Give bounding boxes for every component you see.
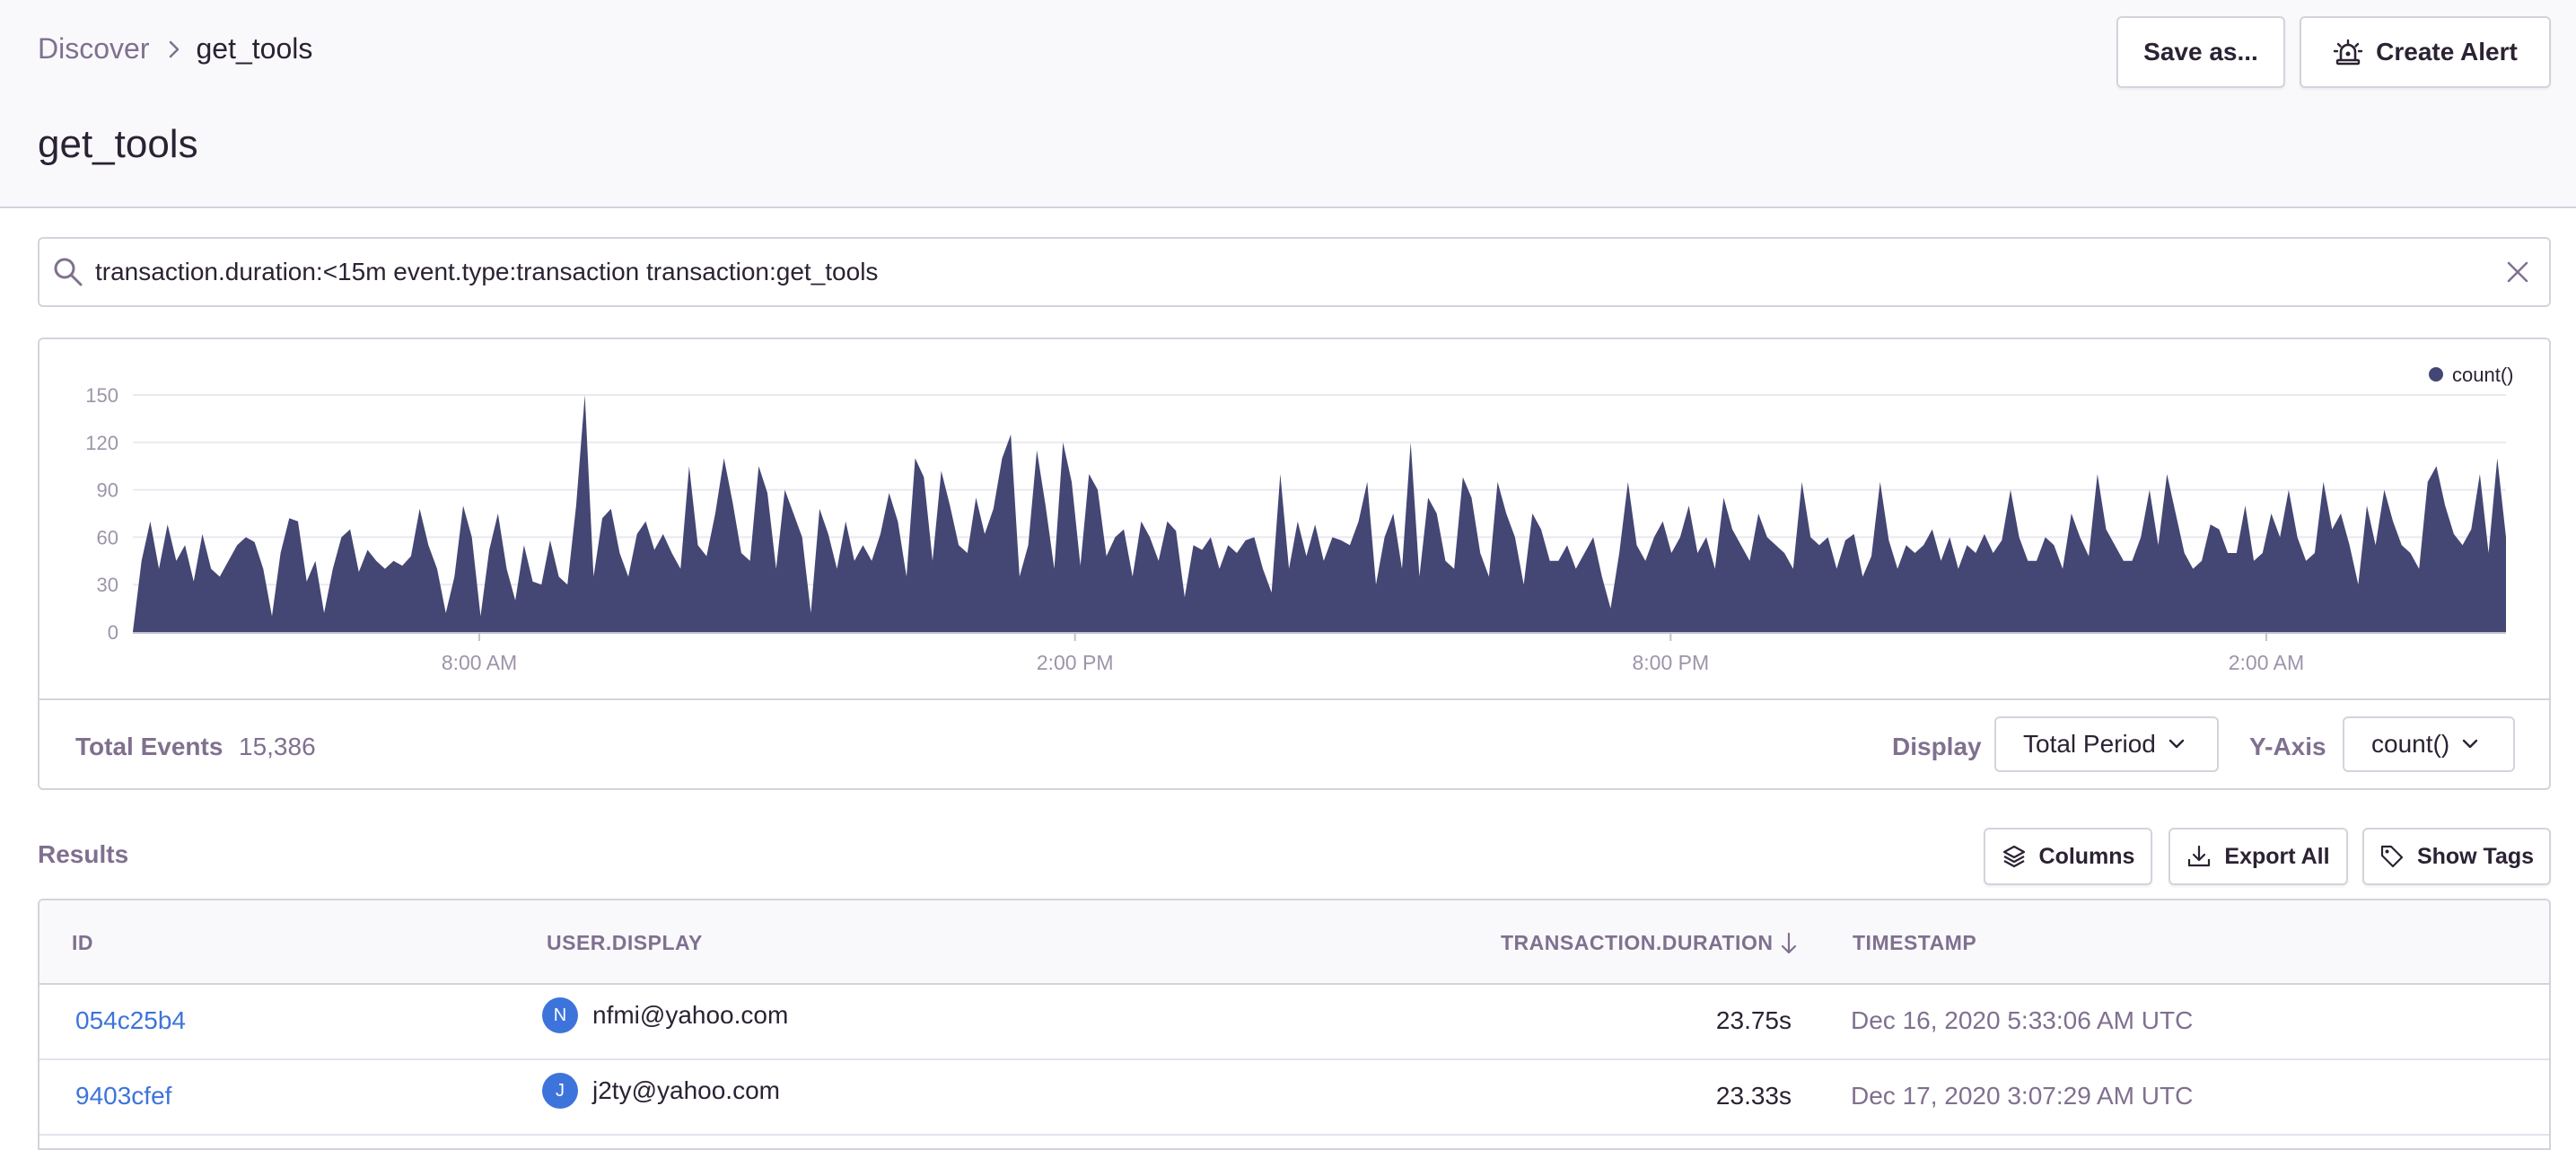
- y-tick-label: 150: [85, 384, 118, 407]
- y-axis-label: Y-Axis: [2249, 733, 2326, 760]
- layers-icon: [2002, 844, 2027, 869]
- legend-marker: [2429, 367, 2443, 382]
- create-alert-button[interactable]: Create Alert: [2300, 16, 2551, 88]
- table-row: 9403cfef J j2ty@yahoo.com 23.33s Dec 17,…: [39, 1060, 2549, 1136]
- breadcrumb-discover-link[interactable]: Discover: [38, 32, 150, 65]
- close-icon[interactable]: [2506, 260, 2529, 284]
- user-email: j2ty@yahoo.com: [592, 1076, 780, 1104]
- duration-header-label: TRANSACTION.DURATION: [1501, 931, 1774, 954]
- search-input[interactable]: transaction.duration:<15m event.type:tra…: [95, 258, 879, 285]
- event-id-link[interactable]: 054c25b4: [75, 1006, 187, 1034]
- download-icon: [2186, 844, 2212, 869]
- event-timestamp: Dec 16, 2020 5:33:06 AM UTC: [1851, 1006, 2194, 1034]
- total-events-value: 15,386: [239, 733, 316, 760]
- chevron-down-icon: [2169, 739, 2185, 750]
- export-all-button[interactable]: Export All: [2169, 828, 2348, 885]
- display-value: Total Period: [2023, 730, 2156, 758]
- page-title: get_tools: [38, 122, 198, 166]
- avatar: J: [542, 1073, 578, 1109]
- chart-footer: Total Events 15,386 Display Total Period…: [39, 698, 2549, 790]
- y-tick-label: 0: [108, 621, 118, 644]
- y-axis-value: count(): [2371, 730, 2450, 758]
- column-header-id[interactable]: ID: [72, 931, 93, 954]
- arrow-down-icon: [1780, 932, 1798, 955]
- avatar: N: [542, 997, 578, 1033]
- legend-label[interactable]: count(): [2452, 364, 2513, 386]
- user-display: J j2ty@yahoo.com: [542, 1073, 780, 1109]
- transaction-duration: 23.75s: [1715, 1006, 1792, 1034]
- save-as-label: Save as...: [2143, 38, 2258, 66]
- column-header-user[interactable]: USER.DISPLAY: [547, 931, 703, 954]
- search-icon: [52, 256, 84, 288]
- x-tick-label: 8:00 AM: [442, 651, 517, 674]
- y-axis-select[interactable]: count(): [2343, 716, 2515, 772]
- columns-label: Columns: [2038, 843, 2135, 869]
- page-header: Discover get_tools get_tools Save as... …: [0, 0, 2576, 208]
- show-tags-button[interactable]: Show Tags: [2362, 828, 2551, 885]
- y-tick-label: 30: [97, 574, 118, 596]
- siren-icon: [2333, 37, 2363, 67]
- y-tick-label: 90: [97, 479, 118, 502]
- x-tick-label: 8:00 PM: [1632, 651, 1709, 674]
- display-label: Display: [1892, 733, 1982, 760]
- event-timestamp: Dec 17, 2020 3:07:29 AM UTC: [1851, 1082, 2194, 1110]
- event-id-link[interactable]: 9403cfef: [75, 1082, 172, 1110]
- event-count-chart: 0 30 60 90 120 150 8:00 AM 2:00 PM 8:00 PM 2:00 …: [85, 364, 2513, 674]
- y-tick-label: 60: [97, 526, 118, 549]
- chevron-right-icon: [167, 40, 181, 59]
- columns-button[interactable]: Columns: [1984, 828, 2152, 885]
- results-table: ID USER.DISPLAY TRANSACTION.DURATION TIM…: [38, 899, 2551, 1150]
- x-tick-label: 2:00 PM: [1037, 651, 1114, 674]
- y-tick-label: 120: [85, 432, 118, 454]
- search-bar[interactable]: transaction.duration:<15m event.type:tra…: [38, 237, 2551, 307]
- results-title: Results: [38, 840, 129, 868]
- create-alert-label: Create Alert: [2376, 38, 2518, 66]
- user-email: nfmi@yahoo.com: [592, 1001, 789, 1029]
- x-tick-label: 2:00 AM: [2229, 651, 2304, 674]
- count-area-series: [133, 395, 2506, 632]
- breadcrumb: Discover get_tools: [38, 32, 312, 66]
- show-tags-label: Show Tags: [2416, 843, 2535, 869]
- tag-icon: [2379, 844, 2405, 869]
- save-as-button[interactable]: Save as...: [2116, 16, 2285, 88]
- table-header: ID USER.DISPLAY TRANSACTION.DURATION TIM…: [39, 900, 2549, 985]
- total-events-label: Total Events: [75, 733, 223, 760]
- column-header-duration[interactable]: TRANSACTION.DURATION: [1501, 931, 1798, 955]
- export-all-label: Export All: [2224, 843, 2330, 869]
- chevron-down-icon: [2462, 739, 2478, 750]
- display-select[interactable]: Total Period: [1994, 716, 2219, 772]
- transaction-duration: 23.33s: [1715, 1082, 1792, 1110]
- breadcrumb-current: get_tools: [196, 32, 313, 65]
- user-display: N nfmi@yahoo.com: [542, 997, 788, 1033]
- column-header-timestamp[interactable]: TIMESTAMP: [1853, 931, 1977, 954]
- table-row: 054c25b4 N nfmi@yahoo.com 23.75s Dec 16,…: [39, 985, 2549, 1060]
- chart-panel: 0 30 60 90 120 150 8:00 AM 2:00 PM 8:00 PM 2:00 …: [38, 338, 2551, 790]
